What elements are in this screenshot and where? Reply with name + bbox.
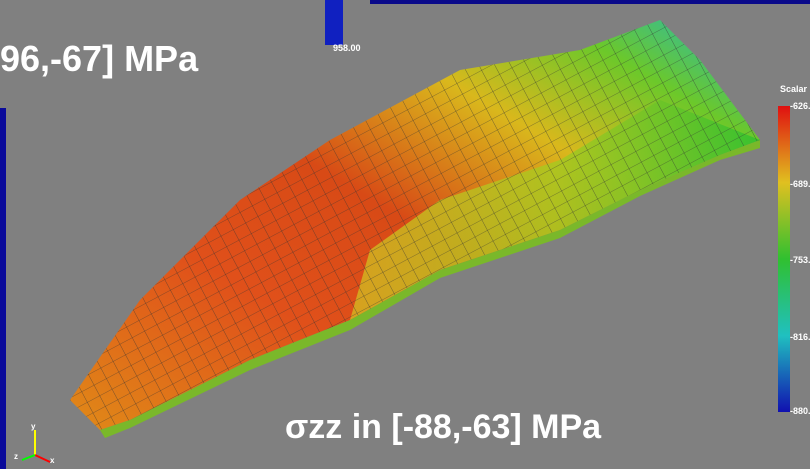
mesh-grid: [70, 20, 760, 430]
caption: σzz in [-88,-63] MPa: [285, 408, 601, 447]
title-fragment: 96,-67] MPa: [0, 38, 198, 80]
top-colorbar: [325, 0, 343, 45]
left-colorbar: [0, 108, 6, 469]
colorbar-label: -689.5: [790, 179, 810, 189]
top-edge: [370, 0, 810, 4]
colorbar-label: 958.00: [333, 43, 361, 53]
axis-triad: [22, 430, 50, 462]
viewer: 96,-67] MPa σzz in [-88,-63] MPa 958.00 …: [0, 0, 810, 469]
colorbar-label: -816.5: [790, 332, 810, 342]
colorbar-label: -753.0: [790, 255, 810, 265]
colorbar: [778, 106, 790, 412]
colorbar-label: -880.0: [790, 406, 810, 416]
axis-label: y: [31, 422, 35, 431]
colorbar-label: -626.0: [790, 101, 810, 111]
colorbar-title: Scalar: [780, 84, 807, 94]
axis-label: x: [50, 456, 54, 465]
axis-label: z: [14, 452, 18, 461]
